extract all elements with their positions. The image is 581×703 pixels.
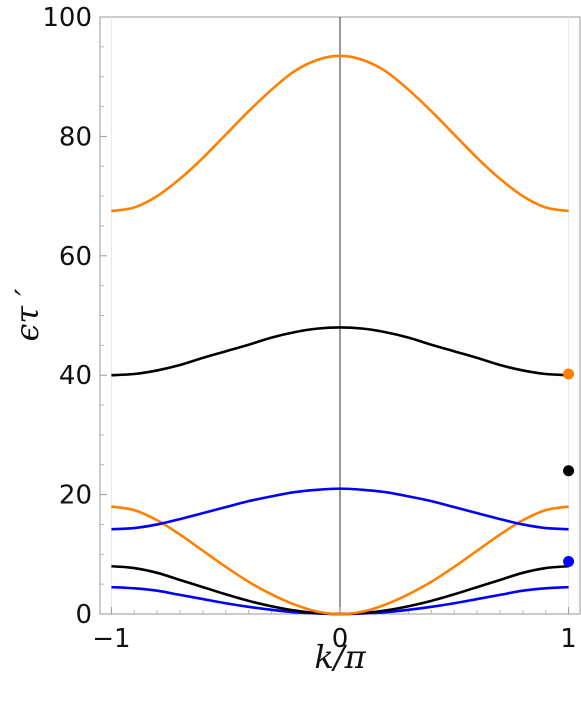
y-tick-label: 40 (59, 361, 92, 391)
marker-point-1 (563, 368, 575, 380)
y-tick-label: 80 (59, 122, 92, 152)
y-tick-label: 100 (42, 3, 92, 33)
band-line-4 (111, 487, 569, 531)
y-tick-label: 20 (59, 481, 92, 511)
band-line-6 (111, 54, 569, 213)
band-line-5 (111, 326, 569, 377)
band-line-3 (111, 505, 569, 616)
x-axis-label: k/π (314, 638, 366, 676)
marker-point-3 (563, 555, 575, 567)
y-tick-label: 60 (59, 242, 92, 272)
x-tick-label: −1 (92, 624, 130, 654)
x-tick-label: 1 (560, 624, 577, 654)
x-tick-label: 0 (332, 624, 349, 654)
y-axis-label: ϵτ ′ (8, 288, 46, 342)
y-tick-label: 0 (75, 600, 92, 630)
marker-point-2 (563, 465, 575, 477)
